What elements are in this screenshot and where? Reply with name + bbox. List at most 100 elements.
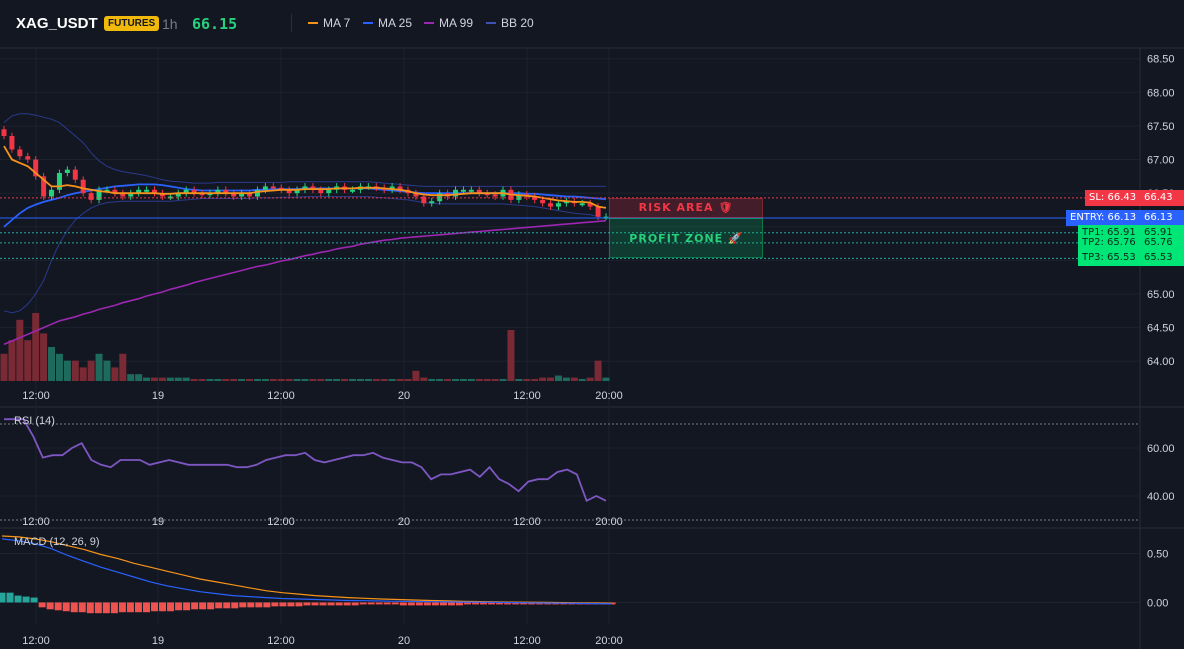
time-tick-label-rsi: 19	[152, 516, 164, 528]
volume-bar	[444, 378, 452, 381]
volume-bar	[79, 367, 87, 381]
candle-body	[112, 189, 118, 194]
candle-body	[555, 203, 561, 207]
macd-histogram-bar	[6, 592, 14, 603]
legend-ma25[interactable]: MA 25	[363, 16, 412, 30]
candle-body	[72, 169, 78, 180]
macd-histogram-bar	[46, 602, 54, 610]
candle-body	[9, 136, 15, 150]
candle-body	[80, 179, 86, 194]
candle-body	[128, 193, 134, 197]
tp2-tag-label: TP2: 65.76	[1078, 234, 1140, 251]
macd-histogram-bar	[271, 602, 279, 607]
time-tick-label-rsi: 20	[398, 516, 410, 528]
volume-bar	[127, 374, 135, 381]
price-tick-label: 68.00	[1147, 87, 1175, 99]
macd-histogram-bar	[367, 602, 375, 605]
time-tick-label-main: 19	[152, 390, 164, 402]
macd-histogram-bar	[464, 602, 472, 605]
time-tick-label-main: 20:00	[595, 390, 623, 402]
volume-bar	[55, 353, 63, 381]
macd-histogram-bar	[14, 595, 22, 603]
macd-histogram-bar	[456, 602, 463, 606]
rsi-line	[4, 418, 607, 503]
legend-ma7[interactable]: MA 7	[308, 16, 350, 30]
candle-body	[88, 193, 94, 200]
candle-body	[286, 189, 292, 194]
volume-bar	[301, 378, 309, 381]
candle-body	[310, 186, 316, 190]
volume-bar	[483, 378, 491, 381]
macd-histogram-bar	[327, 602, 335, 606]
legend-label-ma25: MA 25	[378, 16, 413, 30]
candle-body	[175, 193, 181, 197]
candle-body	[262, 186, 268, 190]
candle-body	[56, 172, 62, 190]
sl-tag-label: SL: 66.43	[1085, 189, 1141, 206]
candle-body	[484, 193, 490, 196]
macd-histogram-bar	[207, 602, 215, 610]
macd-histogram-bar	[22, 596, 30, 603]
legend-bb20[interactable]: BB 20	[486, 16, 534, 30]
macd-histogram-bar	[407, 602, 415, 606]
macd-histogram-bar	[279, 602, 287, 607]
macd-histogram-bar	[62, 602, 70, 612]
time-tick-label-macd: 12:00	[267, 635, 295, 647]
volume-bar	[214, 378, 222, 381]
timeframe-label[interactable]: 1h	[162, 16, 178, 32]
legend-swatch-ma7	[308, 22, 318, 24]
volume-bar	[32, 313, 40, 381]
macd-histogram-bar	[480, 602, 488, 605]
volume-bar	[246, 378, 254, 381]
volume-bar	[16, 319, 24, 381]
candle-body	[1, 129, 7, 137]
macd-histogram-bar	[118, 602, 126, 613]
risk-area-box: RISK AREA 🛡	[609, 197, 763, 219]
macd-histogram-bar	[78, 602, 86, 613]
volume-bar	[269, 378, 277, 381]
entry-tag-value: 66.13	[1140, 210, 1184, 227]
candle-body	[516, 194, 522, 200]
macd-histogram-bar	[223, 602, 231, 609]
volume-bar	[515, 378, 523, 381]
macd-histogram-bar	[383, 602, 391, 605]
candle-body	[389, 186, 395, 190]
macd-histogram-bar	[319, 602, 327, 606]
macd-histogram-bar	[94, 602, 102, 614]
macd-histogram-bar	[38, 602, 46, 608]
volume-bar	[491, 378, 499, 381]
volume-bar	[396, 378, 404, 381]
symbol-name[interactable]: XAG_USDT	[16, 15, 98, 32]
candle-body	[199, 193, 205, 196]
macd-histogram-bar	[247, 602, 255, 608]
legend-ma99[interactable]: MA 99	[424, 16, 473, 30]
candle-body	[270, 186, 276, 189]
volume-bar	[562, 377, 570, 381]
bb-upper-line	[3, 113, 606, 187]
candle-body	[350, 189, 356, 192]
macd-histogram-bar	[439, 602, 447, 606]
candle-body	[595, 206, 601, 217]
time-tick-label-main: 12:00	[22, 390, 50, 402]
candle-body	[231, 193, 237, 197]
macd-histogram-bar	[504, 602, 512, 605]
volume-bar	[293, 378, 301, 381]
volume-bar	[40, 333, 48, 381]
candle-body	[64, 169, 70, 173]
volume-bar	[364, 378, 372, 381]
volume-bar	[467, 378, 475, 381]
volume-bar	[499, 378, 507, 381]
volume-bar	[388, 378, 396, 381]
price-tick-label: 68.50	[1147, 54, 1175, 66]
volume-bar	[143, 377, 151, 381]
candle-body	[223, 189, 229, 194]
candle-body	[421, 196, 427, 204]
macd-histogram-bar	[183, 602, 191, 611]
legend-label-bb20: BB 20	[501, 16, 534, 30]
price-tick-label: 67.00	[1147, 155, 1175, 167]
volume-bar	[459, 378, 467, 381]
macd-histogram-bar	[415, 602, 423, 606]
ma99-line	[3, 219, 607, 346]
volume-bar	[166, 377, 174, 381]
